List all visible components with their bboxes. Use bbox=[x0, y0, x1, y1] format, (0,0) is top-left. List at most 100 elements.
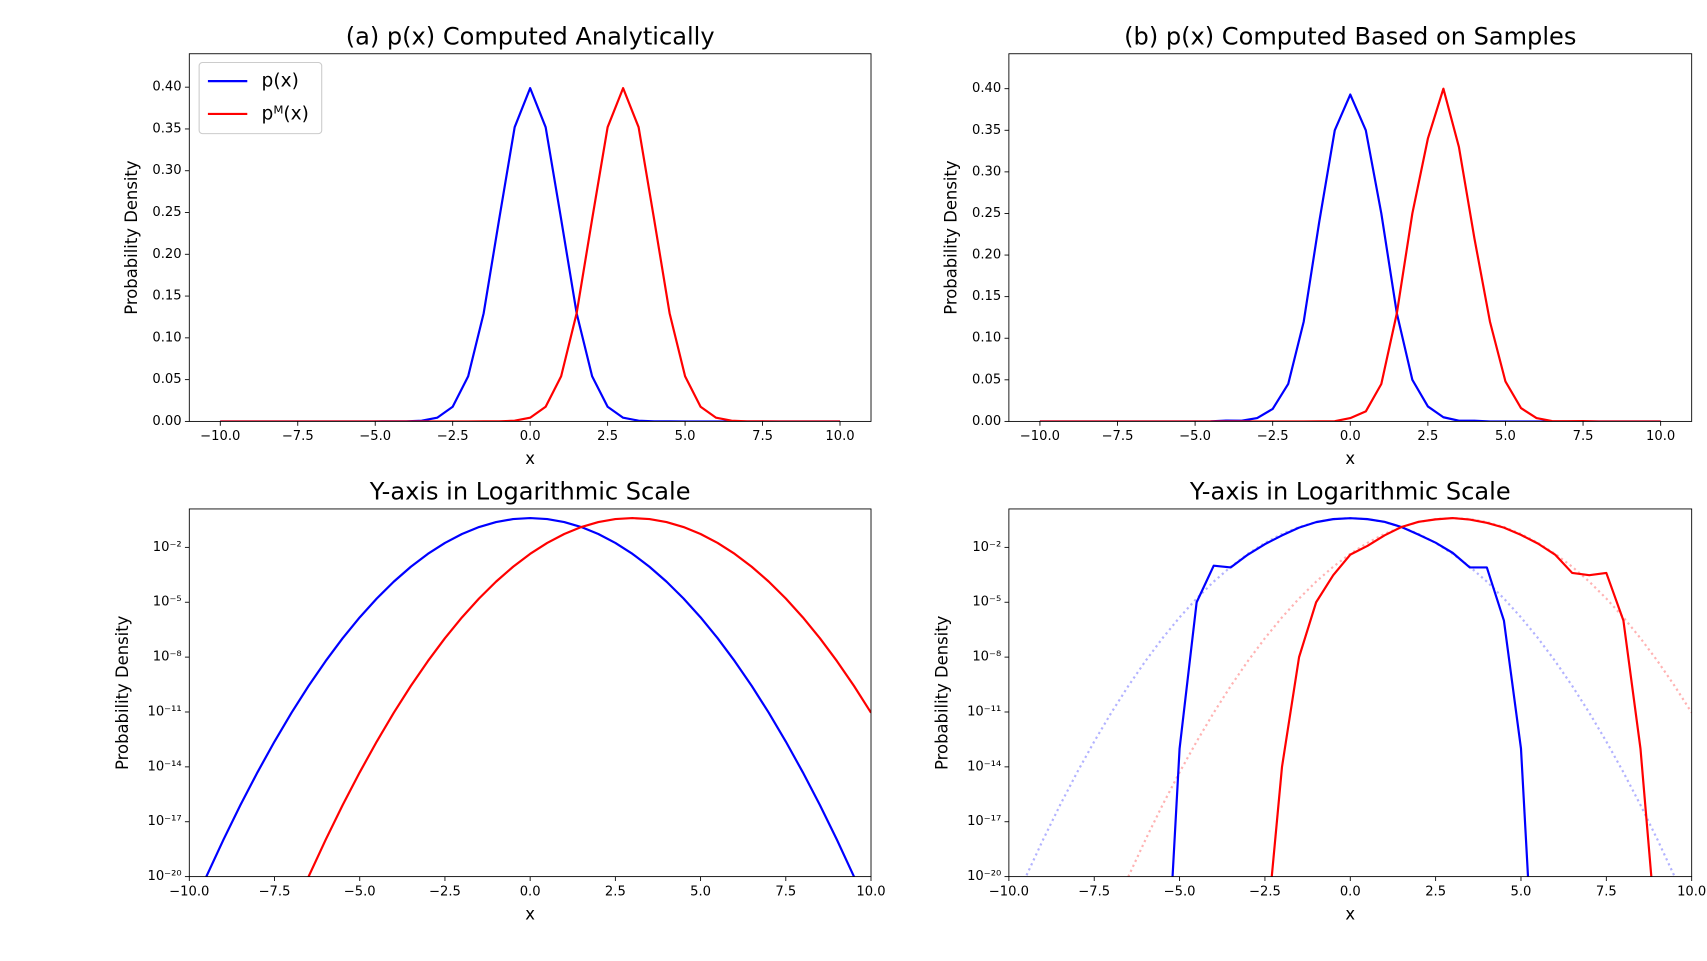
y-tick-label: 0.10 bbox=[972, 331, 1001, 346]
y-tick-label: 0.10 bbox=[152, 330, 181, 345]
x-tick-label: −10.0 bbox=[1020, 429, 1060, 444]
axes-frame bbox=[188, 508, 872, 878]
x-tick-label: −7.5 bbox=[1102, 429, 1134, 444]
x-tick-label: 2.5 bbox=[1425, 884, 1446, 899]
y-tick-label: 0.15 bbox=[152, 289, 181, 304]
x-tick-label: 2.5 bbox=[597, 429, 618, 444]
x-tick-label: −5.0 bbox=[359, 429, 391, 444]
x-tick-label: 0.0 bbox=[1340, 429, 1361, 444]
y-tick-label: 0.15 bbox=[972, 289, 1001, 304]
x-axis-label: x bbox=[525, 449, 535, 468]
series-line bbox=[1039, 93, 1661, 422]
y-tick-label: 0.00 bbox=[152, 414, 181, 429]
y-tick-label: 0.20 bbox=[152, 247, 181, 262]
x-tick-label: −2.5 bbox=[1257, 429, 1289, 444]
x-tick-label: −5.0 bbox=[1164, 884, 1196, 899]
x-tick-label: −7.5 bbox=[1078, 884, 1110, 899]
panel: Y-axis in Logarithmic Scale x Probability … bbox=[113, 478, 885, 924]
axes-frame bbox=[1008, 53, 1693, 422]
y-tick-label: 0.35 bbox=[152, 121, 181, 136]
y-tick-label: 10⁻²⁰ bbox=[147, 869, 181, 884]
y-tick-label: 10⁻² bbox=[972, 540, 1001, 555]
y-tick-label: 0.35 bbox=[972, 123, 1001, 138]
y-tick-label: 0.25 bbox=[972, 206, 1001, 221]
y-tick-label: 10⁻² bbox=[153, 540, 182, 555]
y-tick-label: 10⁻⁸ bbox=[972, 650, 1001, 665]
x-tick-label: 7.5 bbox=[752, 429, 773, 444]
y-tick-label: 10⁻⁵ bbox=[972, 595, 1001, 610]
x-tick-label: 5.0 bbox=[675, 429, 696, 444]
x-axis-label: x bbox=[1345, 449, 1355, 468]
y-tick-label: 10⁻⁸ bbox=[153, 650, 182, 665]
plot-area bbox=[1024, 516, 1692, 877]
x-tick-label: 0.0 bbox=[520, 429, 541, 444]
x-tick-label: −10.0 bbox=[169, 884, 209, 899]
x-tick-label: 2.5 bbox=[605, 884, 626, 899]
x-tick-label: 5.0 bbox=[690, 884, 711, 899]
legend-label: p(x) bbox=[262, 71, 299, 92]
axes-frame bbox=[1008, 508, 1693, 878]
x-tick-label: 10.0 bbox=[1646, 429, 1675, 444]
series-line bbox=[1039, 87, 1661, 422]
y-tick-label: 10⁻⁵ bbox=[153, 595, 182, 610]
plot-area bbox=[1039, 87, 1661, 422]
x-axis-label: x bbox=[525, 904, 535, 923]
x-tick-label: −10.0 bbox=[200, 429, 240, 444]
x-tick-label: 10.0 bbox=[1677, 884, 1706, 899]
y-tick-label: 10⁻¹⁷ bbox=[967, 814, 1001, 829]
y-tick-label: 10⁻¹¹ bbox=[967, 704, 1001, 719]
plot-area bbox=[205, 516, 872, 877]
x-tick-label: 0.0 bbox=[1340, 884, 1361, 899]
y-tick-label: 10⁻¹⁷ bbox=[147, 814, 181, 829]
y-tick-label: 10⁻²⁰ bbox=[967, 869, 1001, 884]
panel: (a) p(x) Computed Analytically x Probabili… bbox=[122, 22, 872, 468]
plot-area bbox=[220, 86, 841, 422]
panel-title: (b) p(x) Computed Based on Samples bbox=[1124, 22, 1576, 50]
x-tick-label: −7.5 bbox=[282, 429, 314, 444]
x-tick-label: −2.5 bbox=[437, 429, 469, 444]
y-tick-label: 0.25 bbox=[152, 205, 181, 220]
x-tick-label: −5.0 bbox=[1179, 429, 1211, 444]
axes-frame bbox=[188, 53, 872, 422]
y-tick-label: 0.05 bbox=[972, 372, 1001, 387]
x-tick-label: 2.5 bbox=[1417, 429, 1438, 444]
y-axis-label: Probability Density bbox=[122, 160, 141, 315]
series-line bbox=[205, 516, 856, 877]
x-tick-label: 7.5 bbox=[775, 884, 796, 899]
x-tick-label: −5.0 bbox=[344, 884, 376, 899]
y-tick-label: 0.00 bbox=[972, 414, 1001, 429]
y-tick-label: 0.30 bbox=[972, 164, 1001, 179]
series-line bbox=[220, 86, 841, 422]
y-tick-label: 0.05 bbox=[152, 372, 181, 387]
legend-label: pᴹ(x) bbox=[262, 103, 309, 124]
y-axis-label: Probability Density bbox=[941, 160, 960, 315]
series-line bbox=[1171, 517, 1530, 877]
series-line bbox=[307, 516, 872, 877]
y-tick-label: 0.30 bbox=[152, 163, 181, 178]
panel-title: Y-axis in Logarithmic Scale bbox=[1189, 478, 1511, 506]
panel-title: (a) p(x) Computed Analytically bbox=[346, 22, 715, 50]
y-axis-label: Probability Density bbox=[113, 615, 132, 770]
y-axis-label: Probability Density bbox=[933, 615, 952, 770]
y-tick-label: 0.40 bbox=[152, 80, 181, 95]
panel: Y-axis in Logarithmic Scale x Probability … bbox=[933, 478, 1707, 924]
x-tick-label: 5.0 bbox=[1511, 884, 1532, 899]
x-tick-label: −2.5 bbox=[1249, 884, 1281, 899]
y-tick-label: 0.40 bbox=[972, 81, 1001, 96]
x-tick-label: 10.0 bbox=[825, 429, 854, 444]
series-line bbox=[220, 86, 841, 422]
y-tick-label: 0.20 bbox=[972, 248, 1001, 263]
x-axis-label: x bbox=[1345, 904, 1355, 923]
panel-title: Y-axis in Logarithmic Scale bbox=[369, 478, 691, 506]
x-tick-label: 7.5 bbox=[1573, 429, 1594, 444]
x-tick-label: 10.0 bbox=[856, 884, 885, 899]
x-tick-label: −10.0 bbox=[989, 884, 1029, 899]
y-tick-label: 10⁻¹⁴ bbox=[967, 759, 1001, 774]
series-line bbox=[1024, 516, 1676, 877]
y-tick-label: 10⁻¹¹ bbox=[147, 704, 181, 719]
panel: (b) p(x) Computed Based on Samples x Proba… bbox=[941, 22, 1693, 468]
x-tick-label: 7.5 bbox=[1596, 884, 1617, 899]
x-tick-label: −2.5 bbox=[429, 884, 461, 899]
x-tick-label: 5.0 bbox=[1495, 429, 1516, 444]
